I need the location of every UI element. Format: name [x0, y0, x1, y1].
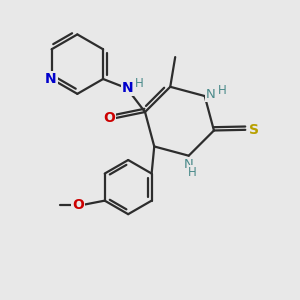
- Text: N: N: [206, 88, 215, 101]
- Text: H: H: [188, 167, 197, 179]
- Text: S: S: [249, 123, 259, 137]
- Text: O: O: [103, 111, 115, 125]
- Text: H: H: [135, 77, 144, 90]
- Text: H: H: [218, 84, 226, 97]
- Text: N: N: [184, 158, 194, 172]
- Text: N: N: [122, 81, 133, 94]
- Text: O: O: [72, 198, 84, 212]
- Text: N: N: [45, 72, 57, 86]
